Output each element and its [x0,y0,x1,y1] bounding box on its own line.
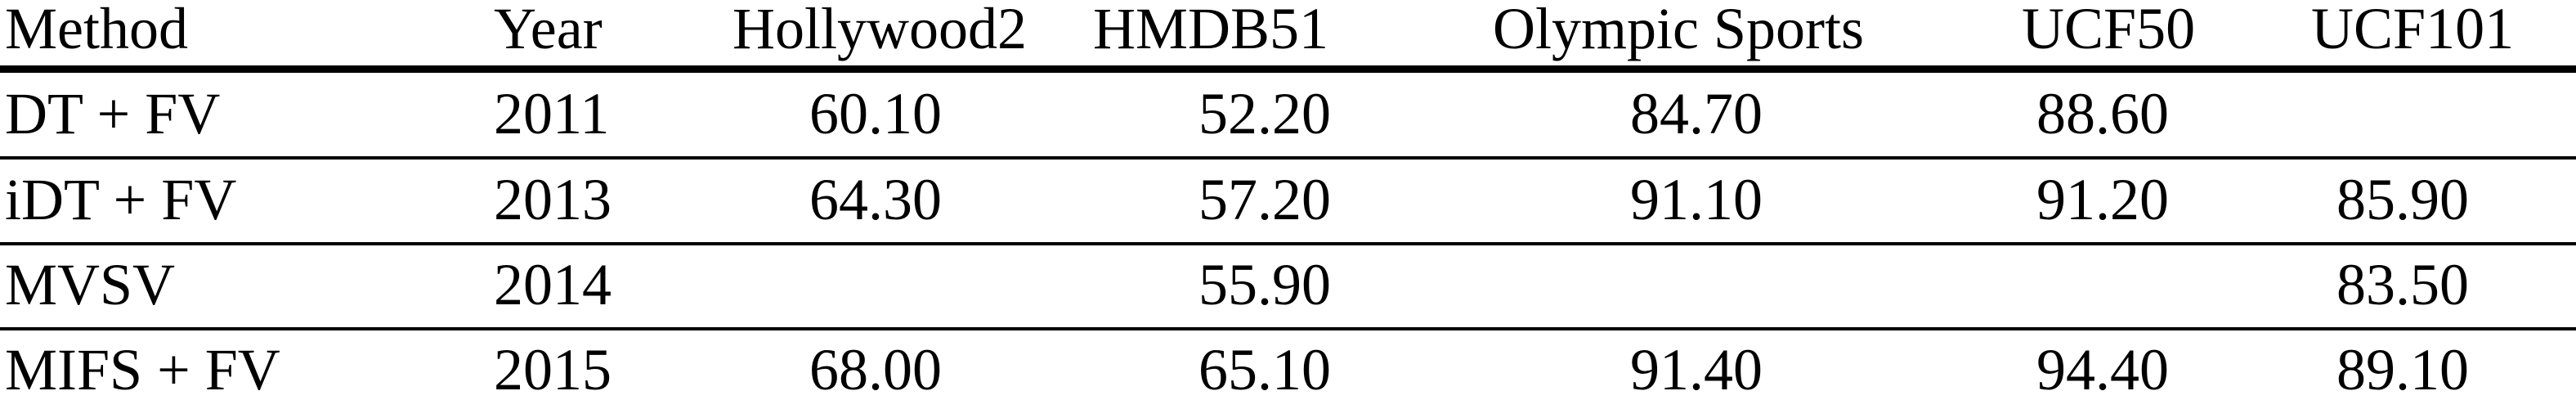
header-ucf50: UCF50 [2022,0,2196,61]
cell-olympic-sports: 91.40 [1630,337,1763,402]
table-row: iDT + FV 2013 64.30 57.20 91.10 91.20 85… [0,160,2576,239]
cell-hmdb51: 65.10 [1198,337,1331,402]
header-year: Year [494,0,603,61]
cell-hmdb51: 55.90 [1198,252,1331,317]
cell-year: 2015 [494,337,612,402]
header-rule [0,65,2576,73]
cell-ucf101: 83.50 [2336,252,2469,317]
table-row: MIFS + FV 2015 68.00 65.10 91.40 94.40 8… [0,330,2576,409]
cell-olympic-sports: 84.70 [1630,81,1763,146]
header-hmdb51: HMDB51 [1093,0,1329,61]
table-row: MVSV 2014 55.90 83.50 [0,245,2576,324]
cell-ucf50: 88.60 [2036,81,2169,146]
cell-ucf50: 94.40 [2036,337,2169,402]
table-row: DT + FV 2011 60.10 52.20 84.70 88.60 [0,74,2576,153]
cell-hollywood2: 64.30 [809,167,942,232]
cell-olympic-sports: 91.10 [1630,167,1763,232]
cell-ucf101: 85.90 [2336,167,2469,232]
header-ucf101: UCF101 [2311,0,2515,61]
header-hollywood2: Hollywood2 [732,0,1027,61]
cell-method: MIFS + FV [5,337,280,402]
header-method: Method [5,0,188,61]
cell-hollywood2: 60.10 [809,81,942,146]
cell-method: MVSV [5,252,176,317]
cell-hmdb51: 57.20 [1198,167,1331,232]
row-divider [0,156,2576,160]
cell-year: 2013 [494,167,612,232]
cell-method: iDT + FV [5,167,237,232]
cell-year: 2011 [494,81,610,146]
cell-hollywood2: 68.00 [809,337,942,402]
table-header-row: Method Year Hollywood2 HMDB51 Olympic Sp… [0,0,2576,68]
row-divider [0,242,2576,245]
cell-method: DT + FV [5,81,221,146]
cell-year: 2014 [494,252,612,317]
header-olympic-sports: Olympic Sports [1493,0,1865,61]
cell-ucf50: 91.20 [2036,167,2169,232]
row-divider [0,327,2576,330]
cell-ucf101: 89.10 [2336,337,2469,402]
cell-hmdb51: 52.20 [1198,81,1331,146]
